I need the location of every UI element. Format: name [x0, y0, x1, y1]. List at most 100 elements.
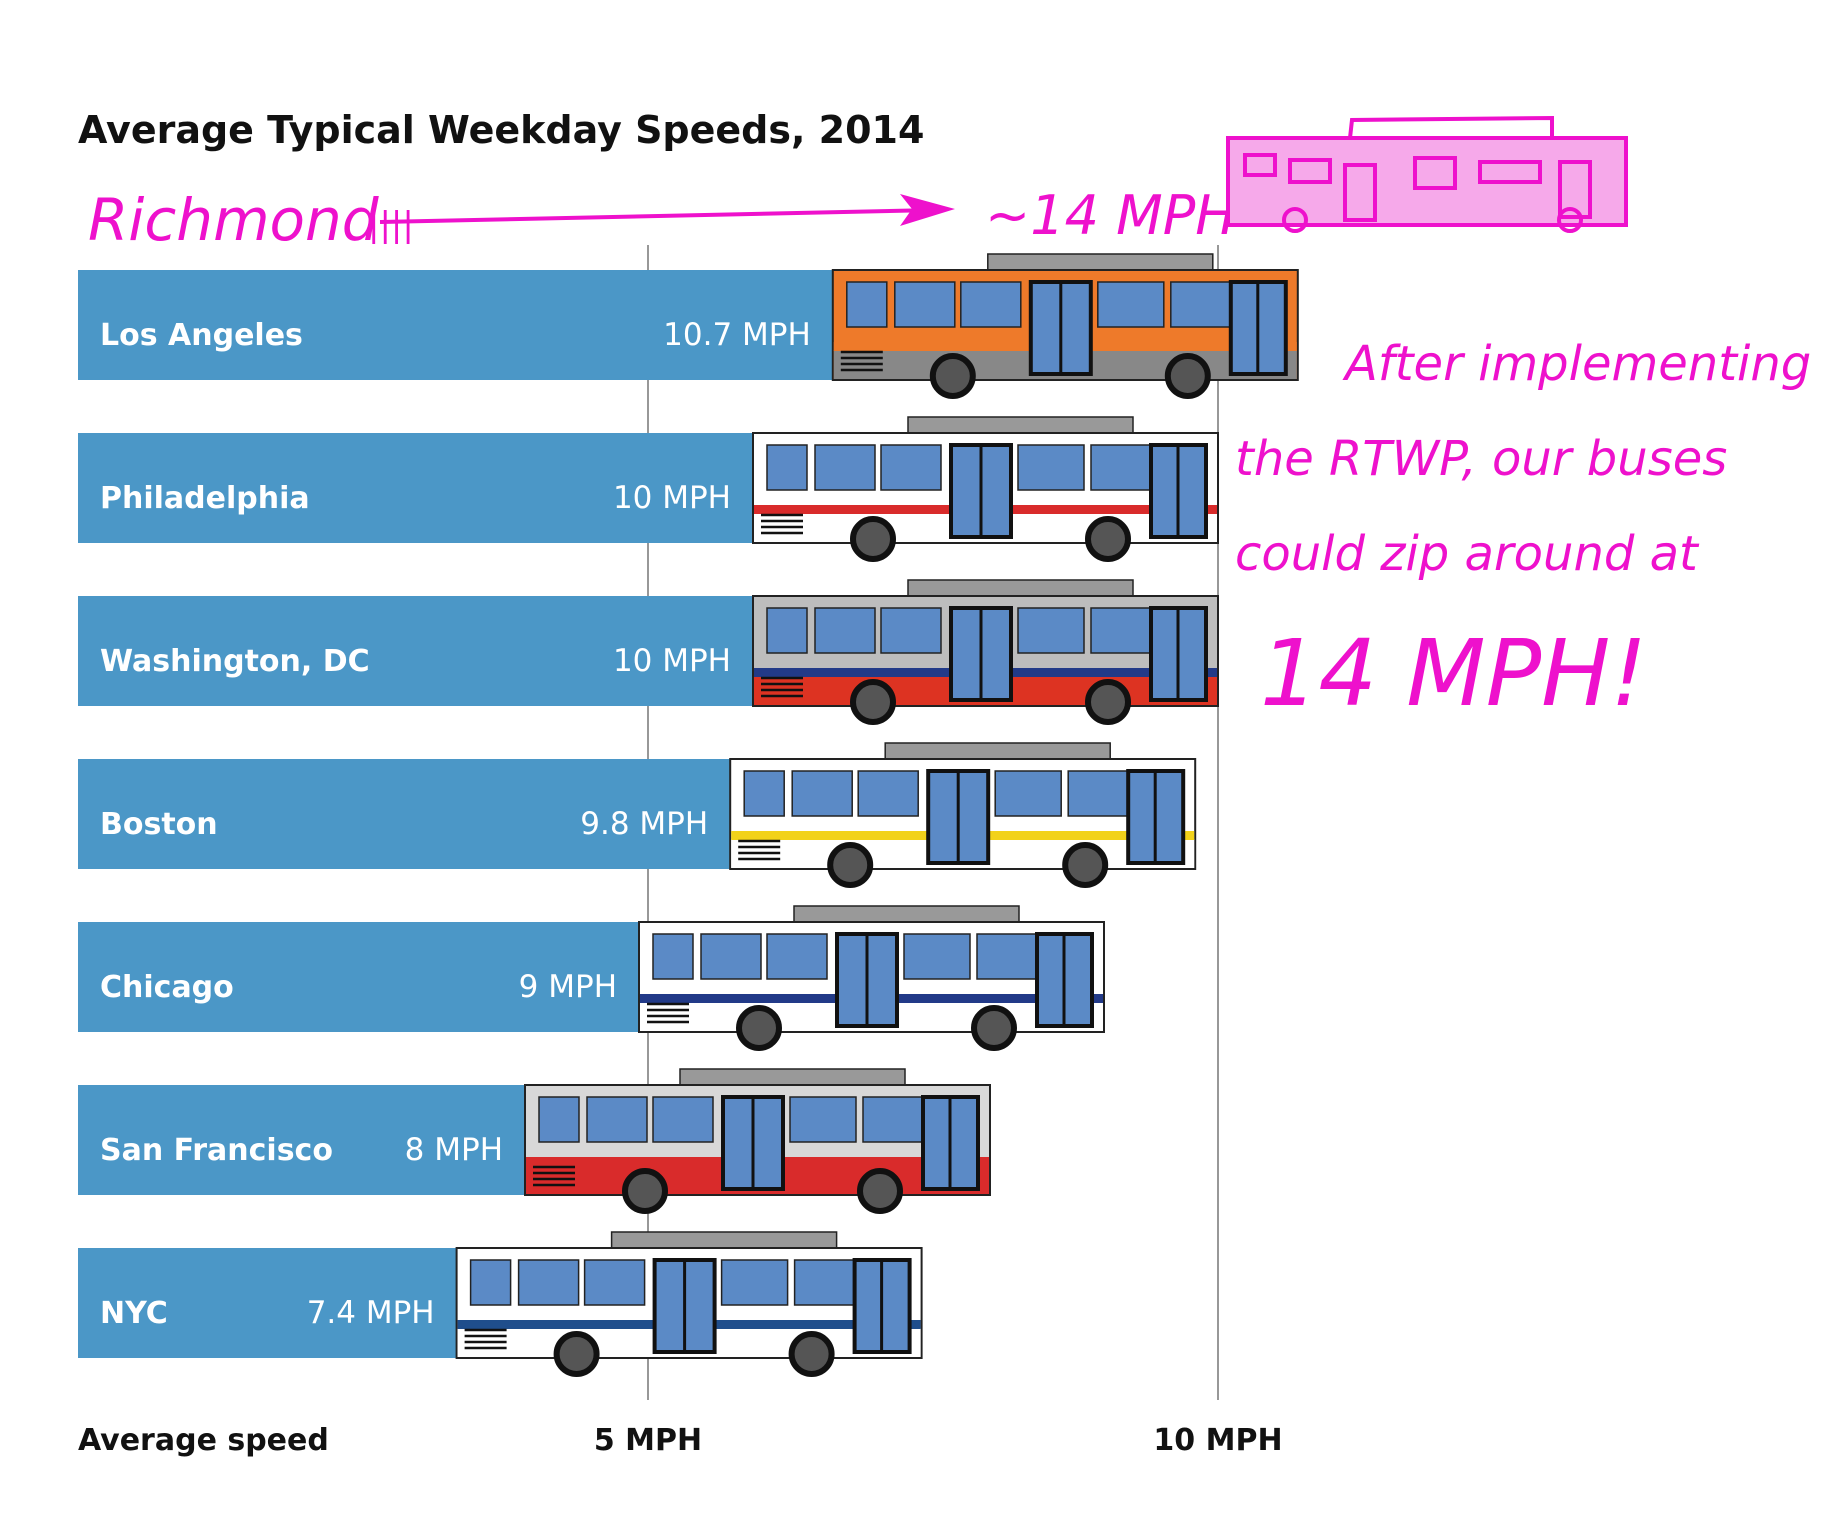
handwritten-annotation: Richmond |||| ~14 MPH After implementing… — [88, 115, 1811, 727]
note-line-2: the RTWP, our buses — [1235, 431, 1727, 487]
bus-window — [1067, 770, 1131, 817]
bus-window — [894, 281, 956, 328]
bus-window — [976, 933, 1040, 980]
bus-window — [538, 1096, 580, 1143]
bars — [78, 270, 833, 1358]
bus-window — [903, 933, 971, 980]
value-label: 10 MPH — [613, 480, 731, 516]
bus-wheel — [1085, 516, 1131, 562]
bus-wheel — [553, 1331, 600, 1377]
bus-window — [1017, 444, 1085, 491]
bus-wheel — [1062, 842, 1109, 888]
bus-window — [766, 444, 808, 491]
richmond-arrow-head — [900, 194, 955, 226]
bus-window — [862, 1096, 926, 1143]
bus-window — [1017, 607, 1085, 654]
bar — [78, 1248, 457, 1358]
bus-roof — [907, 579, 1134, 597]
bus-wheel — [1085, 679, 1131, 725]
bus-window — [789, 1096, 857, 1143]
bar — [78, 596, 753, 706]
note-line-1: After implementing — [1342, 336, 1811, 392]
bus-window — [743, 770, 785, 817]
bus-window — [766, 607, 808, 654]
bus-wheel — [850, 516, 896, 562]
bus-wheel — [1164, 353, 1211, 399]
bar — [78, 270, 833, 380]
bus-roof — [793, 905, 1020, 923]
bus-window — [814, 607, 876, 654]
bus-window — [766, 933, 828, 980]
bus-roof — [987, 253, 1214, 271]
richmond-arrow-line — [379, 208, 936, 224]
category-label: Chicago — [100, 970, 234, 1005]
bus-window — [517, 1259, 580, 1306]
bus-icon — [729, 742, 1197, 888]
bar — [78, 433, 753, 543]
bus-icon — [638, 905, 1105, 1051]
bus-icon — [524, 1068, 991, 1214]
bus-roof — [679, 1068, 906, 1086]
value-label: 10.7 MPH — [663, 317, 811, 353]
bus-window — [791, 770, 853, 817]
category-label: Washington, DC — [100, 644, 370, 679]
bus-roof — [610, 1231, 838, 1249]
bus-wheel — [857, 1168, 903, 1214]
bus-wheel — [827, 842, 874, 888]
value-label: 10 MPH — [613, 643, 731, 679]
bus-window — [814, 444, 876, 491]
bar — [78, 922, 639, 1032]
bus-wheel — [850, 679, 896, 725]
chart-title: Average Typical Weekday Speeds, 2014 — [78, 108, 924, 152]
bus-wheel — [971, 1005, 1017, 1051]
category-label: Los Angeles — [100, 318, 303, 353]
richmond-tally: |||| — [368, 205, 414, 245]
bus-window — [652, 1096, 714, 1143]
value-label: 9 MPH — [519, 969, 617, 1005]
bus-wheel — [929, 353, 976, 399]
bus-roof — [884, 742, 1111, 760]
value-label: 8 MPH — [405, 1132, 503, 1168]
bus-window — [793, 1259, 858, 1306]
richmond-value: ~14 MPH — [985, 184, 1236, 247]
bus-wheel — [622, 1168, 668, 1214]
category-label: Philadelphia — [100, 481, 310, 516]
value-label: 9.8 MPH — [580, 806, 708, 842]
bus-wheel — [736, 1005, 782, 1051]
buses — [455, 253, 1299, 1377]
bus-window — [652, 933, 694, 980]
bar — [78, 1085, 525, 1195]
richmond-label: Richmond — [88, 186, 380, 254]
bus-icon — [752, 416, 1219, 562]
category-label: San Francisco — [100, 1133, 333, 1168]
category-label: Boston — [100, 807, 218, 842]
bus-window — [960, 281, 1022, 328]
x-axis-label: Average speed — [78, 1423, 329, 1458]
bus-roof — [907, 416, 1134, 434]
bar — [78, 759, 731, 869]
bus-window — [846, 281, 888, 328]
bus-icon — [831, 253, 1299, 399]
x-tick-label: 5 MPH — [594, 1423, 702, 1458]
note-line-3: could zip around at — [1235, 526, 1700, 582]
bus-icon — [455, 1231, 923, 1377]
bus-window — [857, 770, 919, 817]
category-label: NYC — [100, 1296, 168, 1331]
x-tick-label: 10 MPH — [1153, 1423, 1282, 1458]
bus-window — [1090, 607, 1154, 654]
bus-window — [1170, 281, 1234, 328]
bus-window — [1097, 281, 1165, 328]
bus-window — [1090, 444, 1154, 491]
bus-window — [700, 933, 762, 980]
bus-wheel — [788, 1331, 835, 1377]
value-label: 7.4 MPH — [307, 1295, 435, 1331]
bar-labels: Los Angeles 10.7 MPH Philadelphia 10 MPH Was… — [100, 317, 811, 1331]
bus-window — [469, 1259, 512, 1306]
bus-window — [586, 1096, 648, 1143]
bus-window — [720, 1259, 789, 1306]
x-ticks: 5 MPH 10 MPH — [594, 1423, 1283, 1458]
note-line-4: 14 MPH! — [1260, 620, 1647, 727]
bus-icon — [752, 579, 1219, 725]
bus-window — [994, 770, 1062, 817]
